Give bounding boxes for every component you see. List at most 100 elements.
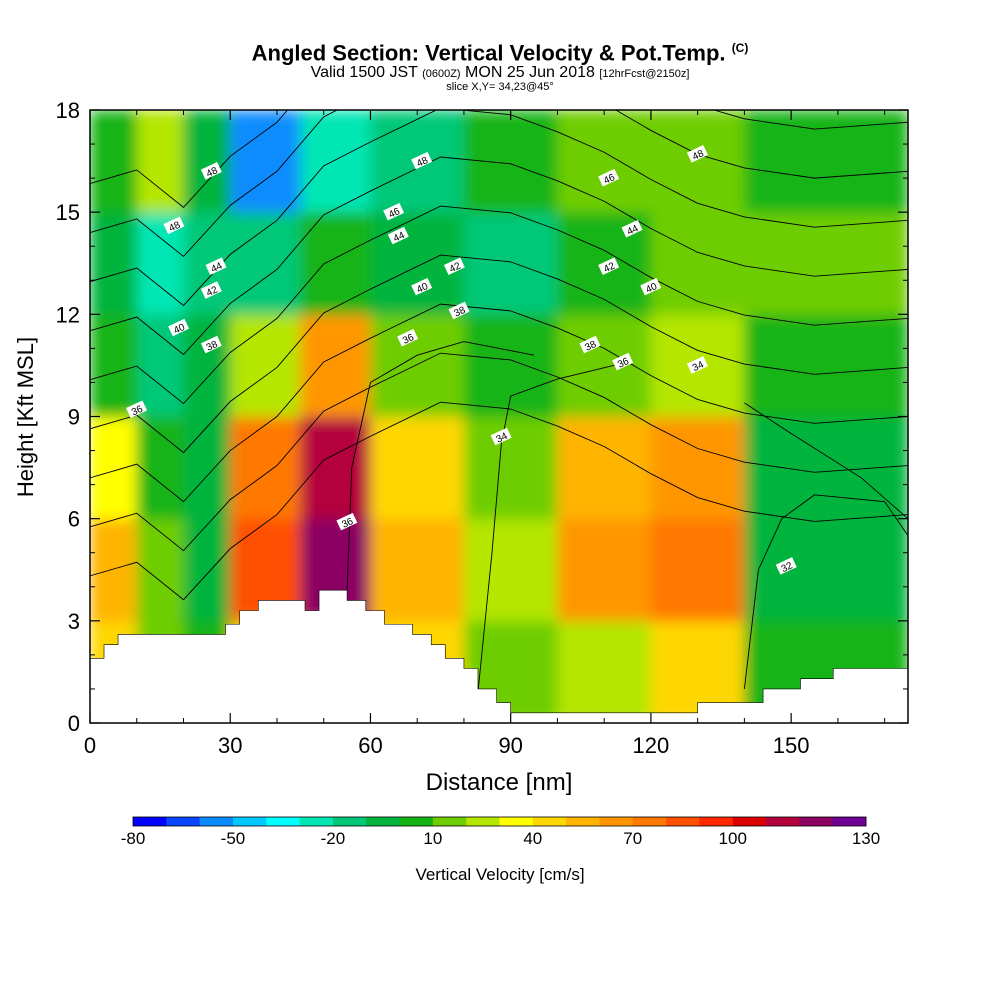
colorbar-swatch xyxy=(632,817,667,826)
contour-label-text: 36 xyxy=(130,404,145,419)
contour-label-42: 42 xyxy=(443,257,465,275)
x-tick-label: 120 xyxy=(633,733,670,758)
contour-label-bg xyxy=(686,356,708,374)
contour-label-text: 42 xyxy=(602,260,617,275)
velocity-cell xyxy=(183,110,231,213)
contour-label-bg xyxy=(443,257,465,275)
valid-utc: (0600Z) xyxy=(422,68,461,81)
chart-title: Angled Section: Vertical Velocity & Pot.… xyxy=(0,36,1000,65)
y-tick-label: 3 xyxy=(68,609,80,634)
velocity-cell xyxy=(300,416,371,520)
velocity-cell xyxy=(300,212,371,315)
colorbar-swatch xyxy=(266,817,300,826)
colorbar-tick-label: 10 xyxy=(423,829,442,848)
contour-label-bg xyxy=(126,400,148,419)
contour-label-48: 48 xyxy=(411,151,433,170)
title-units-tag: (C) xyxy=(731,41,749,55)
velocity-cell xyxy=(183,518,231,622)
contour-label-bg xyxy=(387,226,409,245)
contour-label-34: 34 xyxy=(686,356,708,374)
velocity-cell xyxy=(370,518,465,622)
contour-label-bg xyxy=(397,328,419,347)
contour-label-48: 48 xyxy=(163,216,185,235)
contour-label-bg xyxy=(205,257,227,275)
contour-label-text: 36 xyxy=(401,332,416,347)
contour-label-bg xyxy=(598,257,620,275)
velocity-cell xyxy=(183,314,231,417)
contour-label-text: 38 xyxy=(453,305,468,320)
contour-label-text: 32 xyxy=(780,560,795,575)
velocity-field xyxy=(90,110,908,723)
colorbar-swatch xyxy=(499,817,534,826)
contour-label-text: 36 xyxy=(616,356,631,371)
theta-contour-38 xyxy=(90,254,908,454)
contour-label-38: 38 xyxy=(200,335,222,354)
contour-label-text: 46 xyxy=(387,206,402,221)
velocity-cell xyxy=(650,518,745,622)
contour-label-34: 34 xyxy=(490,427,512,446)
y-tick-label: 12 xyxy=(56,302,80,327)
colorbar-frame xyxy=(132,816,867,827)
velocity-blur-group xyxy=(90,110,908,723)
x-tick-label: 0 xyxy=(84,733,96,758)
contour-label-text: 40 xyxy=(172,322,187,337)
y-tick-label: 6 xyxy=(68,507,80,532)
contour-label-48: 48 xyxy=(686,145,708,163)
velocity-cell xyxy=(90,518,138,622)
velocity-cell xyxy=(463,314,558,417)
colorbar-swatch xyxy=(133,817,167,826)
contour-label-40: 40 xyxy=(640,277,662,296)
contour-label-42: 42 xyxy=(598,257,620,275)
velocity-cell xyxy=(557,416,652,520)
velocity-cell xyxy=(300,110,371,213)
velocity-cell xyxy=(557,518,652,622)
velocity-cell xyxy=(90,212,138,315)
colorbar-swatch xyxy=(799,817,834,826)
velocity-cell xyxy=(744,518,908,622)
contour-label-text: 46 xyxy=(602,172,617,187)
contour-label-text: 42 xyxy=(205,284,220,299)
y-tick-label: 0 xyxy=(68,711,80,736)
contour-label-40: 40 xyxy=(411,277,433,296)
velocity-cell xyxy=(230,416,301,520)
theta-contour-48 xyxy=(90,110,908,209)
colorbar-swatch xyxy=(166,817,201,826)
colorbar-swatch xyxy=(699,817,734,826)
y-tick-label: 9 xyxy=(68,405,80,430)
colorbar-tick-label: -80 xyxy=(121,829,146,848)
contour-label-44: 44 xyxy=(387,226,409,245)
contour-label-bg xyxy=(200,335,222,354)
velocity-cell xyxy=(463,416,558,520)
y-axis-label: Height [Kft MSL] xyxy=(13,337,38,497)
contour-label-38: 38 xyxy=(579,335,601,354)
colorbar-swatch xyxy=(832,817,867,826)
colorbar-swatch xyxy=(599,817,634,826)
colorbar-tick-label: -50 xyxy=(221,829,246,848)
x-tick-label: 150 xyxy=(773,733,810,758)
contour-label-36: 36 xyxy=(612,352,634,371)
contour-label-36: 36 xyxy=(126,400,148,419)
contour-label-text: 44 xyxy=(209,260,224,275)
forecast-info: [12hrFcst@2150z] xyxy=(599,68,690,81)
theta-contour-extra xyxy=(477,361,628,693)
velocity-cell xyxy=(136,110,184,213)
theta-contour-extra xyxy=(743,494,908,689)
colorbar-swatch xyxy=(532,817,567,826)
colorbar-swatch xyxy=(732,817,767,826)
contour-label-bg xyxy=(163,216,185,235)
contour-label-bg xyxy=(411,277,433,296)
colorbar-swatch xyxy=(466,817,500,826)
valid-prefix: Valid 1500 JST xyxy=(310,64,418,82)
velocity-cell xyxy=(136,518,184,622)
velocity-cell xyxy=(650,416,745,520)
colorbar-swatch xyxy=(432,817,467,826)
colorbar-swatch xyxy=(766,817,800,826)
velocity-cell xyxy=(557,314,652,417)
colorbar: -80 -50 -20 10 40 70 100 130 xyxy=(121,816,880,848)
terrain xyxy=(90,589,908,723)
colorbar-tick-label: 40 xyxy=(523,829,542,848)
contour-label-bg xyxy=(490,427,512,446)
velocity-cell xyxy=(557,110,652,213)
theta-contours xyxy=(90,110,908,693)
